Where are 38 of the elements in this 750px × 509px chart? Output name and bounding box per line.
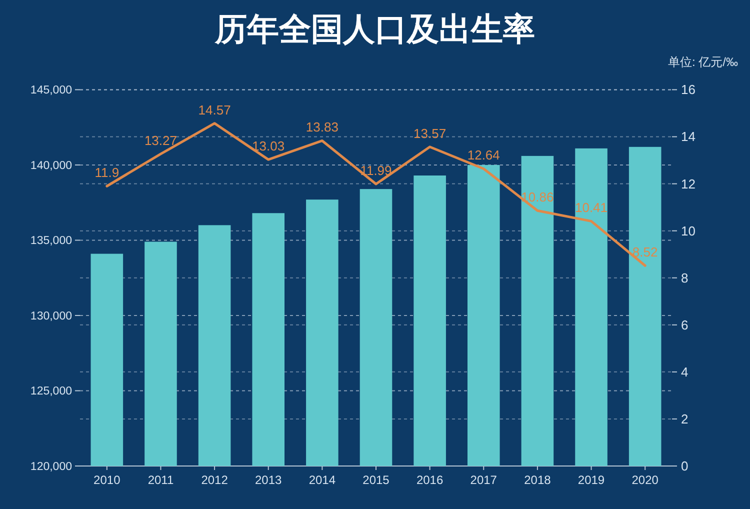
x-tick-label: 2017 (470, 473, 498, 487)
y2-tick-label: 12 (681, 176, 696, 192)
data-label: 13.03 (252, 138, 285, 154)
x-tick-label: 2013 (255, 473, 282, 487)
x-tick-label: 2015 (362, 473, 390, 487)
data-label: 10.86 (521, 190, 554, 205)
x-tick-label: 2018 (524, 473, 552, 487)
x-tick-label: 2011 (148, 473, 174, 487)
y2-tick-label: 2 (681, 411, 688, 426)
data-label: 8.52 (632, 244, 658, 260)
data-label: 12.64 (467, 148, 500, 163)
y-tick-label: 145,000 (30, 84, 72, 97)
y2-tick-label: 14 (681, 129, 696, 144)
y2-tick-label: 8 (681, 270, 688, 286)
data-label: 10.41 (575, 200, 608, 216)
y-tick-label: 120,000 (30, 461, 72, 473)
x-tick-label: 2010 (94, 473, 121, 487)
y-tick-label: 140,000 (30, 160, 72, 172)
y2-tick-label: 0 (681, 458, 688, 474)
data-label: 13.27 (144, 132, 177, 148)
data-label: 11.9 (94, 165, 120, 180)
x-tick-label: 2019 (578, 473, 605, 487)
x-tick-label: 2012 (201, 473, 228, 487)
y2-tick-label: 16 (681, 82, 696, 98)
x-tick-label: 2020 (632, 473, 659, 487)
chart-title: 历年全国人口及出生率 (214, 11, 535, 47)
y2-tick-label: 6 (681, 317, 688, 332)
y2-tick-label: 4 (681, 364, 688, 380)
y-tick-label: 125,000 (30, 386, 72, 398)
y2-tick-label: 10 (681, 223, 696, 238)
data-label: 14.57 (198, 102, 231, 118)
x-tick-label: 2016 (416, 473, 444, 487)
y-tick-label: 130,000 (30, 310, 72, 322)
y-tick-label: 135,000 (30, 235, 72, 248)
data-label: 13.83 (306, 120, 338, 135)
data-label: 13.57 (414, 126, 446, 141)
x-tick-label: 2014 (308, 473, 336, 487)
text: 单位: 亿元/‰ (668, 55, 738, 69)
